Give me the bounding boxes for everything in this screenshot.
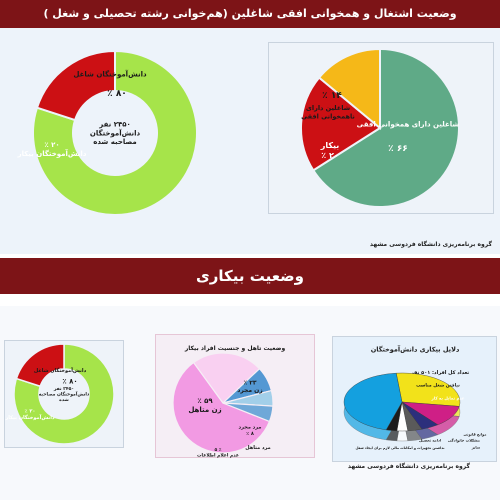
no-info-label-line: عدم اعلام اطلاعات <box>197 453 239 458</box>
unemployed-label-line: ۲۰ ٪ <box>44 141 59 149</box>
mismatch-label-line: شاغلین دارای <box>306 104 350 112</box>
employed-label: دانش‌آموختگان شاغل <box>34 366 87 374</box>
mismatch-value: ۱۴ ٪ <box>322 91 342 101</box>
female-married-label-line: زن متاهل <box>188 406 221 414</box>
pie-slice-0 <box>172 361 271 454</box>
male-married-label-line: مرد متاهل <box>245 445 270 451</box>
pie-slice-1 <box>300 76 382 172</box>
section-banner: وضعیت بیکاری <box>0 258 500 294</box>
reason-label-5-line: سایر <box>471 445 481 449</box>
pie-slice-0 <box>311 47 460 208</box>
reason-label-4-line: موانع قانونی <box>463 432 486 436</box>
footer-top: گروه برنامه‌ریزی دانشگاه فردوسی مشهد <box>369 241 492 248</box>
donut-center-label-line: دانش‌آموختگان مصاحبه <box>39 391 90 398</box>
employed-value: ۸۰ ٪ <box>62 377 77 385</box>
pie-slice-1 <box>15 343 65 388</box>
employed-value: ۸۰ ٪ <box>107 89 127 99</box>
reason-label-1: عدم تمایل به کار <box>431 395 465 400</box>
donut-center-label-line: شده <box>59 398 69 403</box>
unemployed-label-line: دانش‌آموختگان بیکار <box>4 413 55 421</box>
unemployed-label-line: بیکار <box>320 141 340 150</box>
reason-label-6: نداشتن تجهیزات و امکانات مالی لازم برای … <box>355 446 444 450</box>
top-banner: وضعیت اشتغال و همخوانی افقی شاغلین (هم‌خ… <box>0 0 500 28</box>
match-label: شاغلین دارای همخوانی افقی <box>357 120 460 128</box>
match-label-line: شاغلین دارای همخوانی افقی <box>357 120 460 128</box>
male-unmarried-label-line: مرد مجرد <box>239 425 262 431</box>
gender-chart-title: وضعیت تاهل و جنسیت افراد بیکار <box>184 345 286 352</box>
reason-label-5: سایر <box>471 445 481 449</box>
unemployed-label: ۲۰ ٪دانش‌آموختگان بیکار <box>17 141 87 158</box>
reason-label-0: نیافتن شغل مناسب <box>416 384 460 389</box>
male-married-label: مرد متاهل <box>245 445 270 451</box>
no-info-label-line: ٪ ۵ <box>214 448 221 453</box>
female-unmarried-label-line: ۲۳ ٪ <box>243 379 256 386</box>
donut-center-label-line: مصاحبه شده <box>93 138 137 146</box>
reason-label-1-line: عدم تمایل به کار <box>431 395 465 400</box>
reason-label-0-line: نیافتن شغل مناسب <box>416 384 460 389</box>
reasons-chart-title: دلایل بیکاری دانش‌آموختگان <box>371 344 460 353</box>
reasons-subtitle-line: تعداد کل افراد: ۵۰۱ نفر <box>410 370 469 376</box>
pie-slice-0 <box>32 49 198 216</box>
unemployed-label: ۲۰ ٪دانش‌آموختگان بیکار <box>4 409 55 421</box>
donut-center-label-line: ۲۴۵۰ نفر <box>98 121 131 129</box>
female-unmarried-label-line: زن مجرد <box>237 387 263 394</box>
match-value: ۶۶ ٪ <box>388 144 408 154</box>
reasons-subtitle: تعداد کل افراد: ۵۰۱ نفر <box>410 370 469 376</box>
female-married-label: ۵۹ ٪زن متاهل <box>188 397 221 414</box>
unemployed-label-line: دانش‌آموختگان بیکار <box>17 149 87 158</box>
employed-label-line: دانش‌آموختگان شاغل <box>34 366 87 374</box>
pie-slice-1 <box>35 49 116 122</box>
donut-center-label-line: دانش‌آموختگان <box>90 128 141 137</box>
male-unmarried-label-line: ۸ ٪ <box>246 431 254 437</box>
unemployed-label-line: ۲۰ ٪ <box>25 409 36 415</box>
gender-chart-title-line: وضعیت تاهل و جنسیت افراد بیکار <box>184 345 286 352</box>
reason-label-6-line: نداشتن تجهیزات و امکانات مالی لازم برای … <box>355 446 444 450</box>
pie-slice-0 <box>395 372 461 407</box>
footer-bottom: گروه برنامه‌ریزی دانشگاه فردوسی مشهد <box>347 463 470 470</box>
employed-value-line: ۸۰ ٪ <box>62 377 77 385</box>
unemployed-label-line: ۲۰ ٪ <box>321 151 338 160</box>
female-married-label-line: ۵۹ ٪ <box>197 397 213 405</box>
match-value-line: ۶۶ ٪ <box>388 144 408 154</box>
pie-slice-1 <box>192 352 261 404</box>
female-unmarried-label: ۲۳ ٪زن مجرد <box>237 379 263 394</box>
mismatch-value-line: ۱۴ ٪ <box>322 91 342 101</box>
pie-slice-0 <box>13 343 115 445</box>
reason-label-2: ادامه تحصیل <box>419 438 441 442</box>
pie-slice-4 <box>222 402 274 423</box>
reason-label-3: مشکلات خانوادگی <box>448 437 480 442</box>
employed-label-line: دانش‌آموختگان شاغل <box>73 69 147 78</box>
reason-label-4: موانع قانونی <box>463 432 486 436</box>
mismatch-label-line: ناهمخوانی افقی <box>301 112 355 120</box>
employed-label: دانش‌آموختگان شاغل <box>73 69 147 78</box>
employed-value-line: ۸۰ ٪ <box>107 89 127 99</box>
reason-label-3-line: مشکلات خانوادگی <box>448 437 480 442</box>
pie-slice-6 <box>343 372 403 431</box>
pie-slice-2 <box>317 47 381 131</box>
donut-center-label-line: ۲۴۵۰ نفر <box>53 386 74 392</box>
reasons-chart-title-line: دلایل بیکاری دانش‌آموختگان <box>371 344 460 353</box>
reason-label-2-line: ادامه تحصیل <box>419 438 441 442</box>
